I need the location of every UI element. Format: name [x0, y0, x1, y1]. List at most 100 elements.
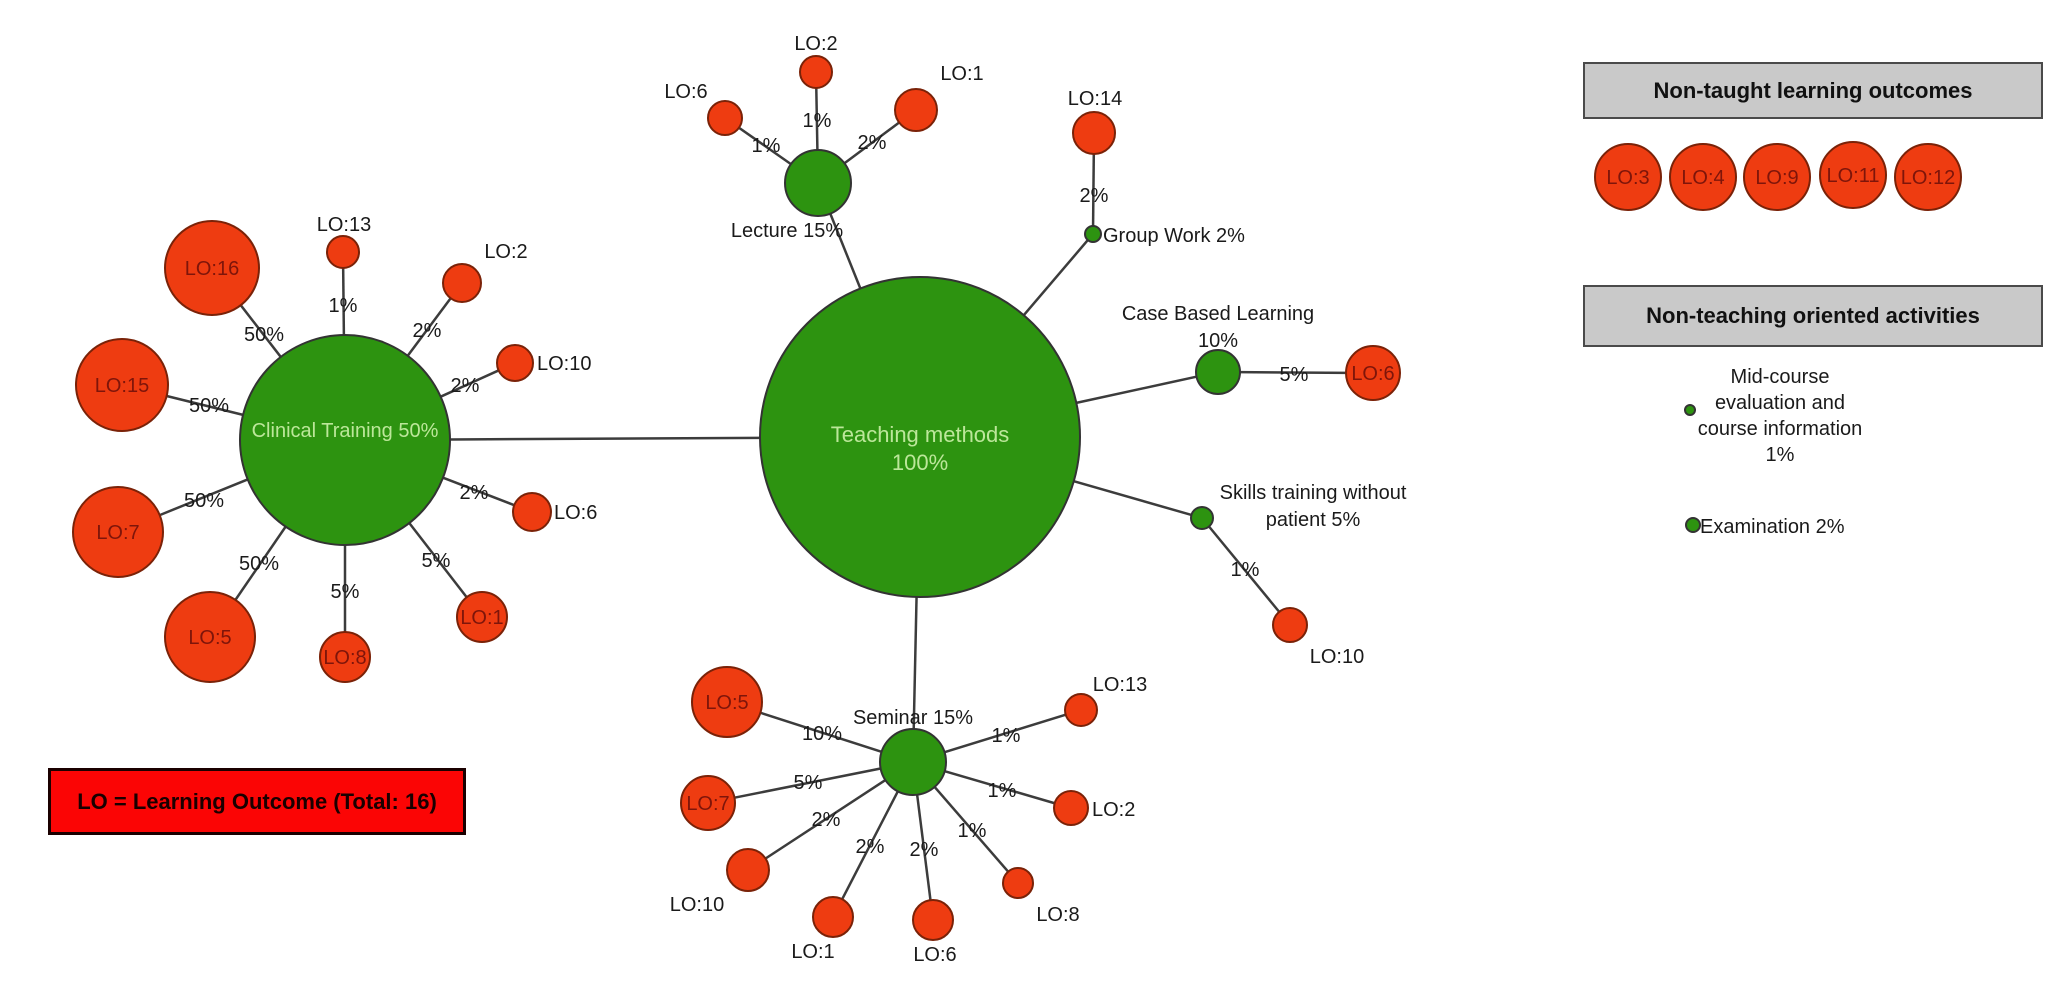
edge-label-clinical-c_lo10: 2%	[451, 375, 480, 397]
node-clinical	[239, 334, 451, 546]
node-seminar	[879, 728, 947, 796]
node-label-groupwork: Group Work 2%	[1103, 225, 1245, 247]
edge-groupwork-teaching	[1022, 239, 1089, 317]
node-label-lecture: Lecture 15%	[731, 220, 844, 242]
edge-label-clinical-c_lo13: 1%	[329, 295, 358, 317]
node-groupwork	[1084, 225, 1102, 243]
node-label-se_lo13: LO:13	[1093, 674, 1147, 696]
edge-clinical-teaching	[449, 436, 761, 441]
edge-label-skills-s_lo10: 1%	[1231, 559, 1260, 581]
edge-label-seminar-se_lo5: 10%	[802, 723, 842, 745]
node-p_lo4	[1669, 143, 1737, 211]
node-label-seminar: Seminar 15%	[853, 707, 973, 729]
node-label-p_lo12: LO:12	[1901, 167, 1955, 189]
node-c_lo13	[326, 235, 360, 269]
edge-label-lecture-l_lo6: 1%	[752, 135, 781, 157]
node-label-c_lo6: LO:6	[554, 502, 597, 524]
node-se_lo10	[726, 848, 770, 892]
node-l_lo1	[894, 88, 938, 132]
edge-groupwork-g_lo14	[1091, 153, 1096, 227]
node-p_lo9	[1743, 143, 1811, 211]
node-se_lo8	[1002, 867, 1034, 899]
edge-seminar-se_lo8	[933, 786, 1010, 873]
edge-label-seminar-se_lo10: 2%	[812, 809, 841, 831]
edge-clinical-c_lo15	[166, 394, 244, 417]
edge-label-seminar-se_lo8: 1%	[958, 820, 987, 842]
node-label-c_lo10: LO:10	[537, 353, 591, 375]
node-label-c_lo13: LO:13	[317, 214, 371, 236]
edge-skills-s_lo10	[1208, 525, 1281, 613]
node-g_lo14	[1072, 111, 1116, 155]
lo-legend-box: LO = Learning Outcome (Total: 16)	[48, 768, 466, 835]
node-label-cb_lo6: LO:6	[1351, 363, 1394, 385]
node-label-se_lo10: LO:10	[670, 894, 724, 916]
node-label-l_lo1: LO:1	[940, 63, 983, 85]
node-se_lo13	[1064, 693, 1098, 727]
edge-lecture-l_lo1	[843, 121, 900, 165]
edge-case-teaching	[1076, 375, 1197, 405]
node-label-teaching: Teaching methods 100%	[831, 422, 1010, 475]
node-label-clinical: Clinical Training 50%	[252, 420, 439, 442]
non-teaching-header-label: Non-teaching oriented activities	[1646, 303, 1980, 328]
node-label-c_lo15: LO:15	[95, 375, 149, 397]
node-se_lo2	[1053, 790, 1089, 826]
node-c_lo6	[512, 492, 552, 532]
node-se_lo6	[912, 899, 954, 941]
edge-label-clinical-c_lo7: 50%	[184, 490, 224, 512]
node-d_exam	[1685, 517, 1701, 533]
edge-label-clinical-c_lo5: 50%	[239, 553, 279, 575]
node-case	[1195, 349, 1241, 395]
edge-label-lecture-l_lo2: 1%	[803, 110, 832, 132]
edge-lecture-l_lo6	[738, 126, 792, 166]
node-teaching	[759, 276, 1081, 598]
node-label-case: Case Based Learning 10%	[1122, 303, 1314, 352]
node-d_mid	[1684, 404, 1696, 416]
edge-lecture-teaching	[829, 213, 862, 289]
node-p_lo12	[1894, 143, 1962, 211]
node-label-se_lo8: LO:8	[1036, 904, 1079, 926]
node-skills	[1190, 506, 1214, 530]
node-c_lo2	[442, 263, 482, 303]
non-teaching-header: Non-teaching oriented activities	[1583, 285, 2043, 347]
edge-clinical-c_lo2	[406, 297, 452, 357]
edge-seminar-se_lo10	[764, 779, 887, 860]
node-label-c_lo1: LO:1	[460, 607, 503, 629]
node-label-p_lo3: LO:3	[1606, 167, 1649, 189]
node-label-se_lo1: LO:1	[791, 941, 834, 963]
edge-skills-teaching	[1073, 479, 1192, 517]
node-l_lo6	[707, 100, 743, 136]
node-label-se_lo5: LO:5	[705, 692, 748, 714]
node-label-c_lo5: LO:5	[188, 627, 231, 649]
edge-label-seminar-se_lo2: 1%	[988, 780, 1017, 802]
node-label-l_lo6: LO:6	[664, 81, 707, 103]
node-c_lo1	[456, 591, 508, 643]
node-label-skills: Skills training without patient 5%	[1220, 482, 1407, 531]
node-l_lo2	[799, 55, 833, 89]
edge-clinical-c_lo13	[341, 267, 346, 336]
node-label-p_lo11: LO:11	[1827, 165, 1880, 187]
edge-seminar-se_lo13	[944, 713, 1067, 754]
node-label-g_lo14: LO:14	[1068, 88, 1122, 110]
node-lecture	[784, 149, 852, 217]
edge-seminar-se_lo1	[841, 790, 899, 900]
node-se_lo1	[812, 896, 854, 938]
edge-clinical-c_lo5	[234, 525, 287, 601]
node-c_lo7	[72, 486, 164, 578]
node-label-se_lo7: LO:7	[686, 793, 729, 815]
edge-label-case-cb_lo6: 5%	[1280, 364, 1309, 386]
edge-label-clinical-c_lo2: 2%	[413, 320, 442, 342]
edge-label-seminar-se_lo6: 2%	[910, 839, 939, 861]
edge-label-groupwork-g_lo14: 2%	[1080, 185, 1109, 207]
edge-clinical-c_lo6	[442, 476, 515, 507]
node-c_lo8	[319, 631, 371, 683]
edge-clinical-c_lo16	[239, 304, 282, 358]
node-c_lo10	[496, 344, 534, 382]
edge-label-clinical-c_lo6: 2%	[460, 482, 489, 504]
text-examination: Examination 2%	[1700, 516, 1845, 538]
edge-label-clinical-c_lo15: 50%	[189, 395, 229, 417]
node-label-l_lo2: LO:2	[794, 33, 837, 55]
node-label-s_lo10: LO:10	[1310, 646, 1364, 668]
edge-seminar-se_lo7	[734, 767, 881, 799]
edge-clinical-c_lo1	[408, 522, 468, 598]
non-taught-header: Non-taught learning outcomes	[1583, 62, 2043, 119]
